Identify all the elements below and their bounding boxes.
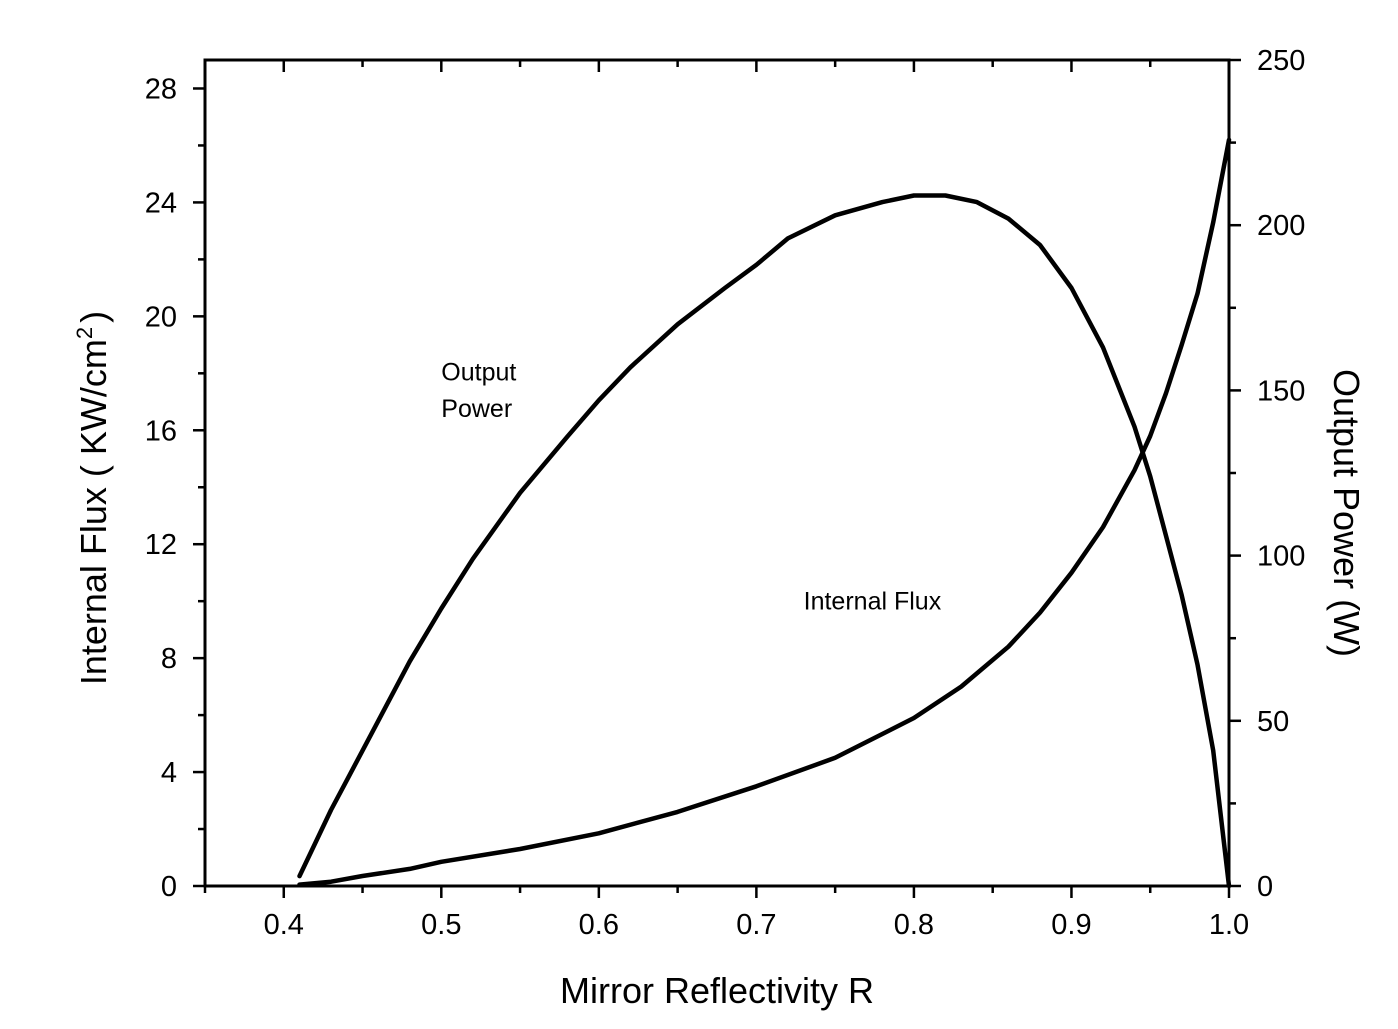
y-left-tick-label: 28 [145, 73, 177, 105]
y-left-axis-ticks: 0 4 8 12 16 20 24 28 [145, 73, 205, 903]
annotation-label: Output [441, 358, 516, 386]
x-tick-label: 0.8 [894, 909, 934, 941]
x-axis-ticks: 0.4 0.5 0.6 0.7 0.8 0.9 1.0 [203, 60, 1249, 941]
y-left-axis-title: Internal Flux ( KW/cm2) [72, 311, 114, 685]
y-right-tick-label: 50 [1257, 706, 1289, 738]
y-right-axis-ticks: 0 50 100 150 200 250 [1229, 45, 1305, 903]
y-left-tick-label: 12 [145, 529, 177, 561]
annotation-label: Internal Flux [804, 588, 942, 616]
output-power-curve [297, 193, 1232, 889]
y-left-tick-label: 4 [161, 757, 177, 789]
y-left-tick-label: 0 [161, 871, 177, 903]
y-right-tick-label: 100 [1257, 541, 1305, 573]
y-left-tick-label: 20 [145, 301, 177, 333]
y-left-axis-title-main: Internal Flux ( KW/cm [73, 339, 114, 685]
x-tick-label: 0.4 [264, 909, 304, 941]
annotation-label: Power [441, 395, 512, 423]
x-axis-title: Mirror Reflectivity R [560, 970, 874, 1011]
x-tick-label: 0.7 [736, 909, 776, 941]
series-curves [297, 137, 1232, 889]
y-right-tick-label: 200 [1257, 210, 1305, 242]
y-left-tick-label: 24 [145, 187, 177, 219]
y-left-tick-label: 16 [145, 415, 177, 447]
y-right-axis-title: Output Power (W) [1326, 369, 1367, 657]
y-right-tick-label: 0 [1257, 871, 1273, 903]
x-tick-label: 1.0 [1209, 909, 1249, 941]
y-right-tick-label: 150 [1257, 375, 1305, 407]
x-tick-label: 0.9 [1051, 909, 1091, 941]
y-left-axis-title-end: ) [73, 311, 114, 323]
x-tick-label: 0.6 [579, 909, 619, 941]
y-left-tick-label: 8 [161, 643, 177, 675]
y-left-axis-title-sup: 2 [72, 327, 97, 339]
annotations: Output Power Internal Flux [441, 358, 941, 615]
y-right-tick-label: 250 [1257, 45, 1305, 77]
internal-flux-curve [297, 137, 1232, 887]
x-tick-label: 0.5 [421, 909, 461, 941]
